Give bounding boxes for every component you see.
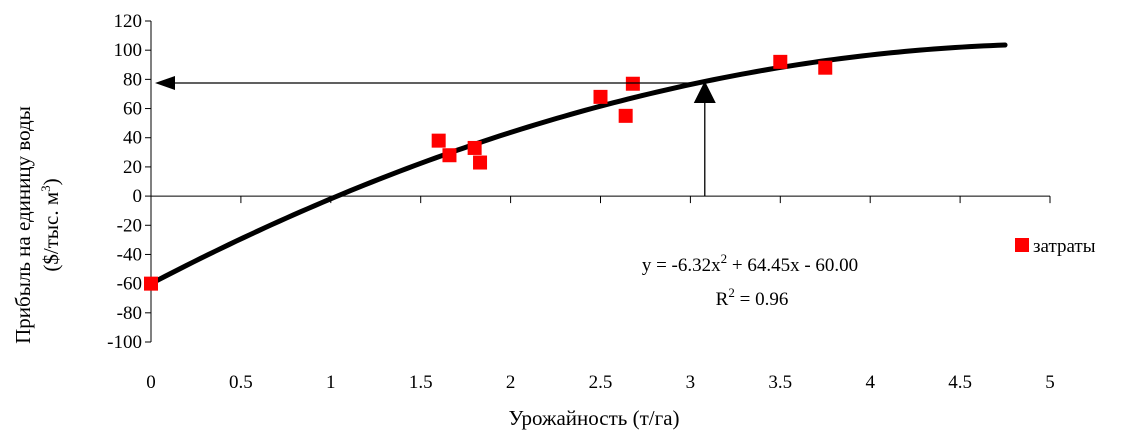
vertical-arrow-head	[693, 81, 716, 104]
y-axis-title-unit: ($/тыс. м	[39, 192, 63, 272]
r-squared-sup: 2	[728, 285, 735, 300]
x-tick-label: 1	[326, 372, 336, 393]
y-axis-title-close: )	[39, 178, 63, 185]
y-axis-ticks: -100 -80 -60 -40 -20 0 20 40 60 80 100 120	[107, 11, 151, 353]
r-squared-post: = 0.96	[735, 289, 788, 310]
legend-swatch	[1015, 238, 1029, 252]
equation-sup: 2	[721, 251, 728, 266]
annotation-arrows	[155, 76, 716, 197]
x-axis-ticks: 0 0.5 1 1.5 2 2.5 3 3.5 4 4.5 5	[146, 196, 1055, 393]
x-tick-label: 3.5	[768, 372, 792, 393]
data-point	[818, 60, 833, 75]
x-tick-label: 2	[506, 372, 516, 393]
y-tick-label: -60	[117, 274, 142, 295]
data-point	[467, 140, 482, 155]
x-tick-label: 2.5	[589, 372, 613, 393]
y-tick-label: 60	[123, 99, 142, 120]
x-tick-label: 5	[1045, 372, 1055, 393]
x-tick-label: 4	[865, 372, 875, 393]
data-point	[442, 148, 457, 163]
trendline-equation: y = -6.32x2 + 64.45x - 60.00	[642, 251, 858, 276]
equation-pre: y = -6.32x	[642, 255, 721, 276]
x-tick-label: 3	[686, 372, 696, 393]
data-point	[618, 108, 633, 123]
y-axis-title: Прибыль на единицу воды ($/тыс. м3)	[11, 106, 63, 344]
x-tick-label: 1.5	[409, 372, 433, 393]
legend: затраты	[1015, 236, 1096, 257]
y-tick-label: -40	[117, 244, 142, 265]
y-tick-label: 80	[123, 69, 142, 90]
y-tick-label: -100	[107, 332, 142, 353]
legend-label: затраты	[1033, 236, 1096, 257]
y-tick-label: -20	[117, 215, 142, 236]
y-tick-label: 40	[123, 128, 142, 149]
y-tick-label: 20	[123, 157, 142, 178]
data-points	[144, 54, 833, 291]
data-point	[431, 133, 446, 148]
axes	[150, 21, 1050, 342]
y-tick-label: 0	[133, 186, 143, 207]
r-squared-pre: R	[716, 289, 729, 310]
data-point	[625, 76, 640, 91]
x-tick-label: 0	[146, 372, 156, 393]
trendline-group	[148, 42, 1008, 287]
equation-post: + 64.45x - 60.00	[727, 255, 858, 276]
y-axis-title-line1: Прибыль на единицу воды	[11, 106, 35, 344]
x-tick-label: 4.5	[948, 372, 972, 393]
y-tick-label: -80	[117, 303, 142, 324]
data-point	[473, 155, 488, 170]
y-axis-title-line2: ($/тыс. м3)	[38, 178, 63, 271]
y-tick-label: 100	[114, 40, 143, 61]
x-tick-label: 0.5	[229, 372, 253, 393]
data-point	[773, 54, 788, 69]
data-point	[593, 89, 608, 104]
x-axis-title: Урожайность (т/га)	[508, 406, 679, 430]
data-point	[144, 276, 158, 291]
r-squared-label: R2 = 0.96	[716, 285, 789, 310]
trendline	[148, 42, 1008, 287]
y-axis-title-sup: 3	[38, 185, 53, 192]
y-tick-label: 120	[114, 11, 143, 32]
horizontal-arrow-head	[155, 76, 175, 91]
